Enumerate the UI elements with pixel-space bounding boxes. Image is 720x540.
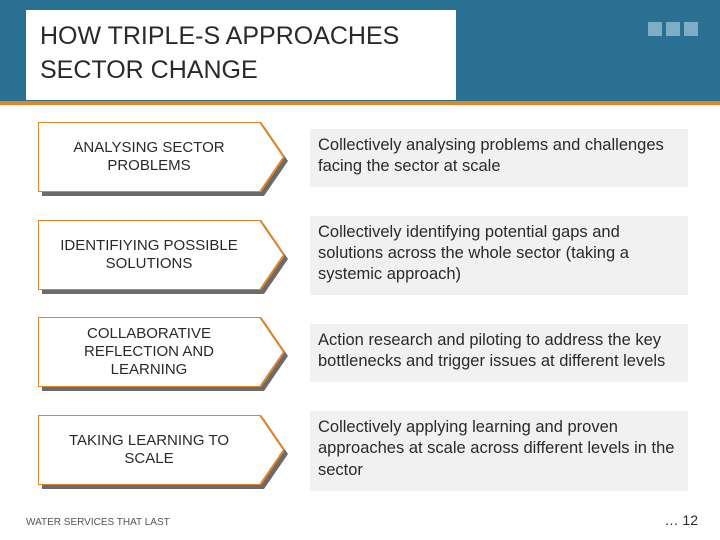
row-description: Collectively analysing problems and chal… [310,129,688,187]
arrow-label: COLLABORATIVE REFLECTION AND LEARNING [38,317,260,387]
arrow-label: IDENTIFIYING POSSIBLE SOLUTIONS [38,220,260,290]
row-description: Collectively applying learning and prove… [310,411,688,490]
page-title: HOW TRIPLE-S APPROACHES SECTOR CHANGE [40,20,442,88]
arrow-box: COLLABORATIVE REFLECTION AND LEARNING [38,317,288,389]
content-row: IDENTIFIYING POSSIBLE SOLUTIONS Collectiv… [38,216,688,295]
arrow-box: TAKING LEARNING TO SCALE [38,415,288,487]
footer-left-text: WATER SERVICES THAT LAST [26,517,170,528]
decor-square-icon [666,22,680,36]
arrow-box: ANALYSING SECTOR PROBLEMS [38,122,288,194]
footer-page-number: … 12 [665,512,698,528]
content-row: COLLABORATIVE REFLECTION AND LEARNING Act… [38,317,688,389]
row-description: Action research and piloting to address … [310,324,688,382]
decor-squares [648,22,698,36]
content-row: TAKING LEARNING TO SCALE Collectively app… [38,411,688,490]
row-description: Collectively identifying potential gaps … [310,216,688,295]
decor-square-icon [684,22,698,36]
arrow-label: ANALYSING SECTOR PROBLEMS [38,122,260,192]
content-rows: ANALYSING SECTOR PROBLEMS Collectively a… [38,122,688,491]
arrow-label: TAKING LEARNING TO SCALE [38,415,260,485]
decor-square-icon [648,22,662,36]
title-container: HOW TRIPLE-S APPROACHES SECTOR CHANGE [26,10,456,100]
arrow-box: IDENTIFIYING POSSIBLE SOLUTIONS [38,220,288,292]
content-row: ANALYSING SECTOR PROBLEMS Collectively a… [38,122,688,194]
